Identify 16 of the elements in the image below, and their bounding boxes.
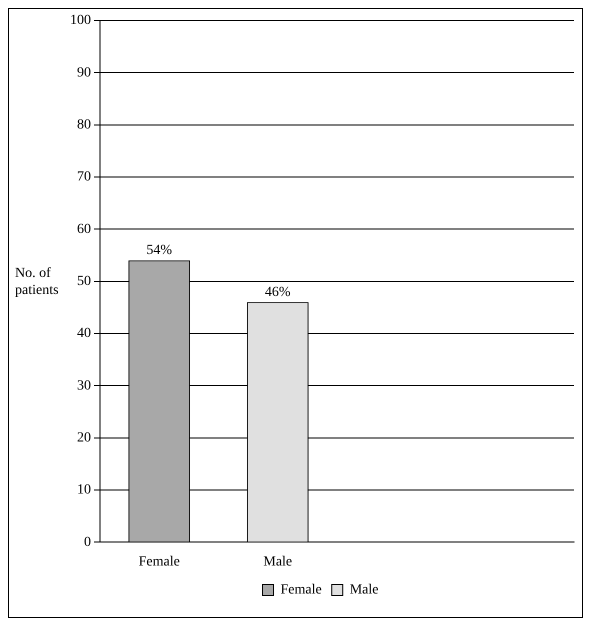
y-tick-label: 50 [77,274,91,289]
y-tick-label: 90 [77,65,91,80]
data-label: 46% [264,284,291,300]
legend-label: Female [280,582,322,598]
y-tick-label: 40 [77,326,91,342]
y-tick-label: 20 [77,430,91,446]
y-axis-title: No. of patients [15,266,59,298]
y-tick-label: 60 [77,222,91,237]
y-tick-label: 80 [77,117,91,132]
y-tick-label: 100 [70,13,91,28]
y-tick-label: 30 [77,378,91,394]
y-tick-label: 10 [77,482,91,498]
data-label: 54% [146,243,172,258]
y-tick-label: 70 [77,170,91,185]
y-tick-label: 0 [84,534,91,550]
legend-label: Male [350,582,378,598]
